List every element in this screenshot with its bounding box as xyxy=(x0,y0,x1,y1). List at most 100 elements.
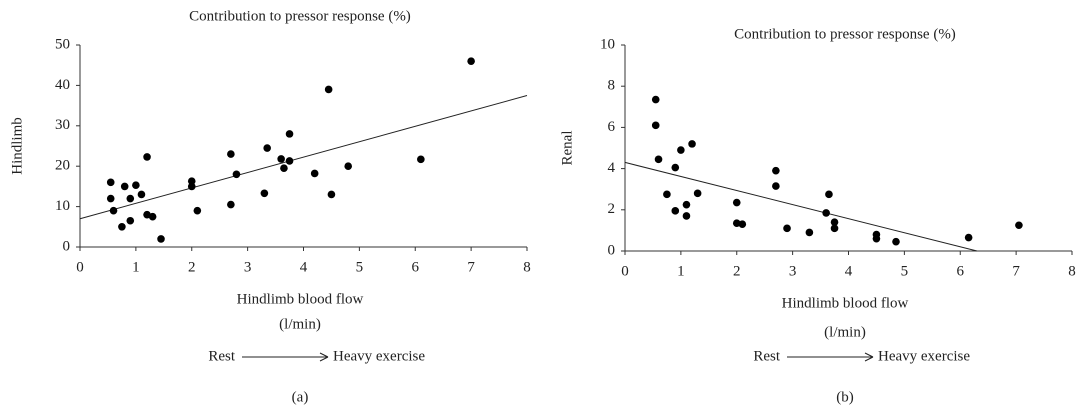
annotation-rest: Rest xyxy=(208,348,236,364)
arrow-head xyxy=(319,352,329,362)
annotation-exercise: Heavy exercise xyxy=(878,348,970,364)
data-point xyxy=(663,190,671,199)
y-tick-label: 4 xyxy=(608,160,616,176)
x-tick-label: 5 xyxy=(901,263,909,279)
data-point xyxy=(671,163,680,172)
x-tick-label: 1 xyxy=(677,263,685,279)
data-point xyxy=(227,200,235,209)
y-tick-label: 8 xyxy=(608,78,616,94)
data-point xyxy=(260,189,269,198)
y-tick-label: 0 xyxy=(608,242,616,258)
trend-line xyxy=(624,161,978,252)
data-point xyxy=(324,85,333,94)
data-point xyxy=(106,194,115,203)
x-axis-unit: (l/min) xyxy=(824,324,866,340)
data-point xyxy=(109,206,118,215)
data-point xyxy=(671,207,680,215)
y-axis-label: Hindlimb xyxy=(9,117,25,175)
x-tick-label: 3 xyxy=(244,259,252,275)
data-point xyxy=(132,181,140,189)
data-point xyxy=(964,233,973,242)
data-point xyxy=(822,209,830,217)
x-tick-label: 1 xyxy=(132,259,140,275)
data-point xyxy=(187,177,196,185)
data-point xyxy=(232,170,241,179)
data-point xyxy=(805,228,814,237)
y-axis-label: Renal xyxy=(559,131,575,166)
data-point xyxy=(892,237,900,246)
y-tick-label: 2 xyxy=(608,201,616,217)
x-axis-unit: (l/min) xyxy=(279,316,321,332)
x-tick-label: 3 xyxy=(789,263,797,279)
y-tick-label: 40 xyxy=(55,77,70,93)
data-point xyxy=(327,190,336,199)
y-tick-label: 10 xyxy=(55,198,70,214)
x-tick-label: 4 xyxy=(300,259,308,275)
data-point xyxy=(783,224,791,233)
arrow-head xyxy=(864,352,874,362)
trend-line xyxy=(79,95,528,220)
data-point xyxy=(651,121,660,130)
x-axis-label: Hindlimb blood flow xyxy=(237,291,364,307)
data-point xyxy=(193,206,202,215)
data-point xyxy=(344,162,353,170)
x-tick-label: 0 xyxy=(76,259,84,275)
data-point xyxy=(126,194,135,203)
x-tick-label: 8 xyxy=(523,259,531,275)
x-axis-label: Hindlimb blood flow xyxy=(782,295,909,311)
x-tick-label: 4 xyxy=(845,263,853,279)
annotation-exercise: Heavy exercise xyxy=(333,348,425,364)
data-point xyxy=(1015,221,1023,230)
data-point xyxy=(732,198,741,207)
data-point xyxy=(126,216,135,225)
data-point xyxy=(143,153,151,161)
data-point xyxy=(280,164,288,173)
x-tick-label: 5 xyxy=(356,259,364,275)
y-tick-label: 50 xyxy=(55,36,70,52)
data-point xyxy=(285,130,294,138)
data-point xyxy=(277,155,285,163)
x-tick-label: 7 xyxy=(1012,263,1020,279)
data-point xyxy=(677,146,685,154)
data-point xyxy=(120,182,129,191)
data-point xyxy=(872,234,881,243)
y-tick-label: 6 xyxy=(608,119,616,135)
x-tick-label: 2 xyxy=(733,263,741,279)
data-point xyxy=(417,155,425,164)
x-tick-label: 6 xyxy=(957,263,965,279)
data-point xyxy=(467,57,475,65)
data-point xyxy=(772,166,780,175)
chart-title: Contribution to pressor response (%) xyxy=(734,26,956,42)
data-point xyxy=(738,220,747,229)
data-point xyxy=(693,189,702,198)
data-point xyxy=(825,190,833,199)
panel-label: (b) xyxy=(836,389,854,405)
data-point xyxy=(137,190,146,199)
data-point xyxy=(106,178,115,187)
data-point xyxy=(157,235,165,243)
chart-title: Contribution to pressor response (%) xyxy=(189,8,411,24)
x-tick-label: 6 xyxy=(412,259,420,275)
data-point xyxy=(682,200,691,209)
data-point xyxy=(263,144,271,152)
x-tick-label: 8 xyxy=(1068,263,1076,279)
panel-label: (a) xyxy=(292,389,309,405)
x-tick-label: 0 xyxy=(621,263,629,279)
data-point xyxy=(682,212,691,220)
data-point xyxy=(118,223,126,231)
y-tick-label: 20 xyxy=(55,158,70,174)
data-point xyxy=(772,182,780,190)
data-point xyxy=(688,140,696,148)
x-tick-label: 2 xyxy=(188,259,196,275)
y-tick-label: 10 xyxy=(600,36,615,52)
x-tick-label: 7 xyxy=(467,259,475,275)
data-point xyxy=(651,95,660,104)
data-point xyxy=(830,224,839,233)
data-point xyxy=(227,150,235,158)
y-tick-label: 30 xyxy=(55,117,70,133)
data-point xyxy=(830,218,839,226)
data-point xyxy=(285,157,294,165)
data-point xyxy=(148,212,157,221)
data-point xyxy=(310,169,319,178)
